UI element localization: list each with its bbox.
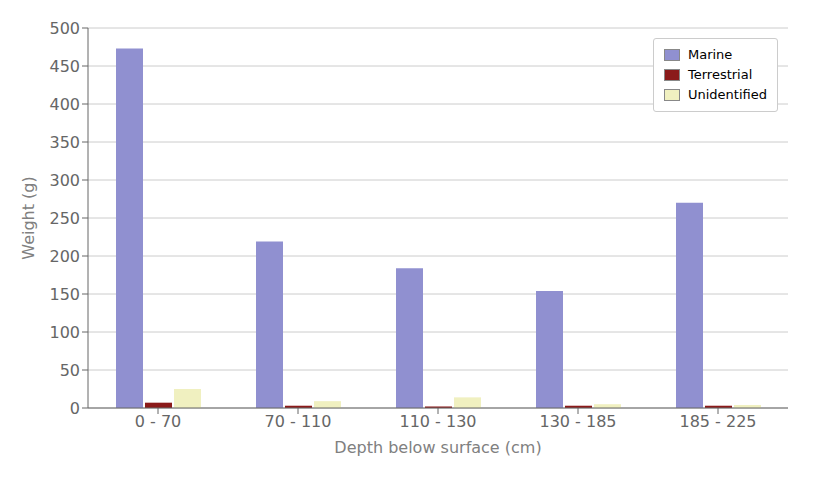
svg-text:110 - 130: 110 - 130	[399, 412, 476, 431]
svg-text:0: 0	[70, 399, 80, 418]
svg-text:50: 50	[60, 361, 80, 380]
html-text:Unidentified: Unidentified	[688, 87, 767, 102]
svg-text:250: 250	[49, 209, 80, 228]
svg-text:70 - 110: 70 - 110	[265, 412, 332, 431]
svg-text:130 - 185: 130 - 185	[539, 412, 616, 431]
svg-text:500: 500	[49, 19, 80, 38]
svg-text:100: 100	[49, 323, 80, 342]
svg-text:Depth below surface (cm): Depth below surface (cm)	[334, 438, 541, 457]
svg-text:300: 300	[49, 171, 80, 190]
svg-text:450: 450	[49, 57, 80, 76]
svg-text:400: 400	[49, 95, 80, 114]
html-text:Terrestrial: Terrestrial	[688, 67, 753, 82]
svg-text:200: 200	[49, 247, 80, 266]
svg-text:0 - 70: 0 - 70	[135, 412, 181, 431]
svg-text:150: 150	[49, 285, 80, 304]
svg-text:350: 350	[49, 133, 80, 152]
svg-text:Weight (g): Weight (g)	[19, 176, 38, 259]
svg-text:185 - 225: 185 - 225	[679, 412, 756, 431]
html-text:Marine: Marine	[688, 47, 733, 62]
